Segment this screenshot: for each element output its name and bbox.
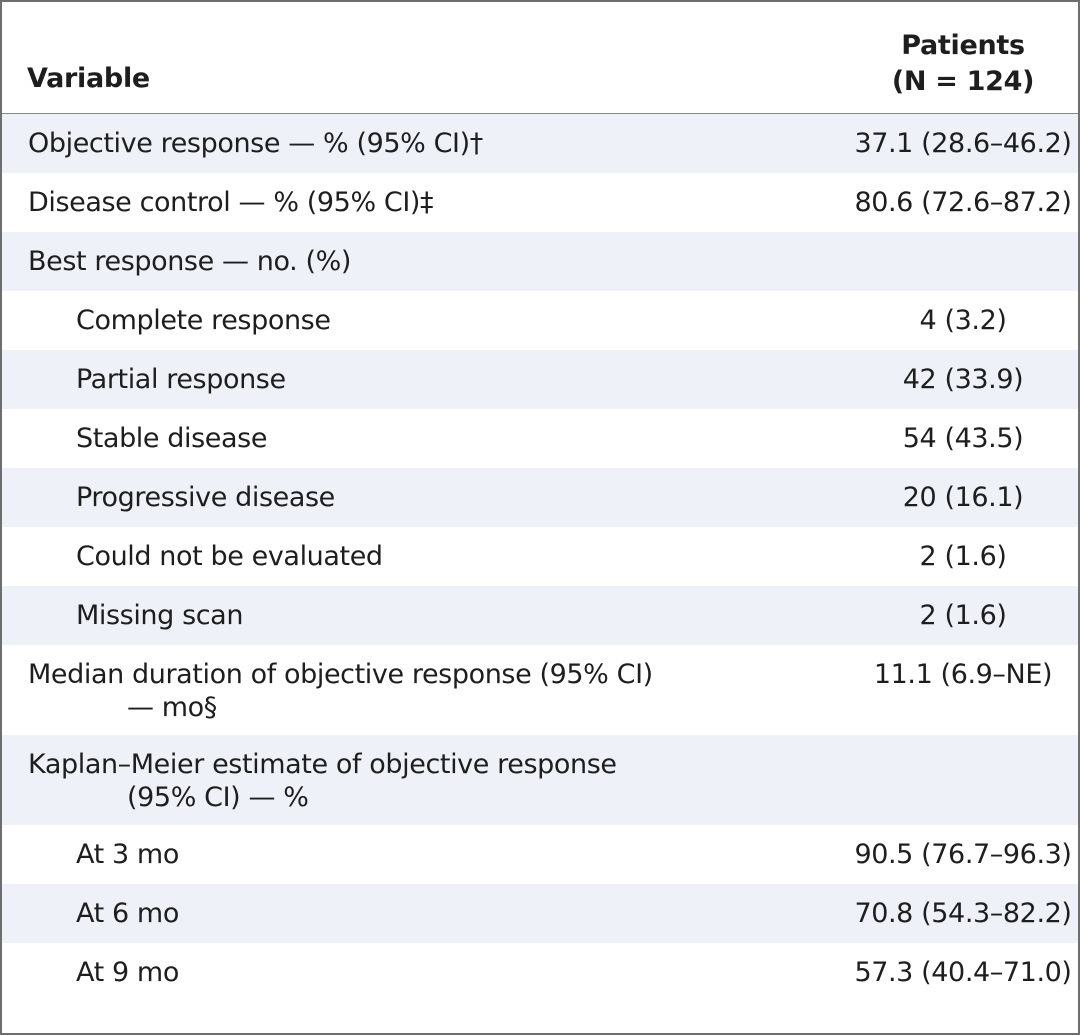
row-value: 37.1 (28.6–46.2) — [854, 128, 1072, 159]
table-header: Variable Patients (N = 124) — [2, 2, 1078, 114]
row-label: Kaplan–Meier estimate of objective respo… — [28, 748, 617, 814]
row-label: Objective response — % (95% CI)† — [28, 128, 483, 159]
row-label-line1: Kaplan–Meier estimate of objective respo… — [28, 749, 617, 780]
row-value: 42 (33.9) — [902, 364, 1024, 395]
row-value: 4 (3.2) — [919, 305, 1007, 336]
row-label: At 6 mo — [76, 898, 179, 929]
row-label: Progressive disease — [76, 482, 335, 513]
row-label: Stable disease — [76, 423, 268, 454]
table-row: Disease control — % (95% CI)‡ 80.6 (72.6… — [2, 173, 1078, 232]
table-row: Could not be evaluated 2 (1.6) — [2, 527, 1078, 586]
table-row: Complete response 4 (3.2) — [2, 291, 1078, 350]
table-row: Progressive disease 20 (16.1) — [2, 468, 1078, 527]
table-row: Partial response 42 (33.9) — [2, 350, 1078, 409]
patients-header-line2: (N = 124) — [891, 66, 1035, 97]
table-row: Kaplan–Meier estimate of objective respo… — [2, 735, 1078, 825]
row-label: At 3 mo — [76, 839, 179, 870]
row-value: 2 (1.6) — [919, 541, 1007, 572]
row-label-line1: Median duration of objective response (9… — [28, 659, 653, 690]
table-row: Objective response — % (95% CI)† 37.1 (2… — [2, 114, 1078, 173]
table-row: At 3 mo 90.5 (76.7–96.3) — [2, 825, 1078, 884]
variable-column-header: Variable — [27, 63, 150, 94]
row-value: 11.1 (6.9–NE) — [873, 659, 1053, 690]
row-label: At 9 mo — [76, 957, 179, 988]
row-value: 54 (43.5) — [902, 423, 1024, 454]
row-label: Complete response — [76, 305, 331, 336]
table-row: At 9 mo 57.3 (40.4–71.0) — [2, 943, 1078, 1002]
table-row: Median duration of objective response (9… — [2, 645, 1078, 735]
row-label: Median duration of objective response (9… — [28, 658, 653, 724]
row-value: 80.6 (72.6–87.2) — [854, 187, 1072, 218]
patients-column-header: Patients (N = 124) — [863, 28, 1063, 100]
row-label: Partial response — [76, 364, 286, 395]
row-label: Could not be evaluated — [76, 541, 383, 572]
row-value: 70.8 (54.3–82.2) — [854, 898, 1072, 929]
row-value: 90.5 (76.7–96.3) — [854, 839, 1072, 870]
table-row: Best response — no. (%) — [2, 232, 1078, 291]
table-row: Missing scan 2 (1.6) — [2, 586, 1078, 645]
table-row: At 6 mo 70.8 (54.3–82.2) — [2, 884, 1078, 943]
table-row: Stable disease 54 (43.5) — [2, 409, 1078, 468]
row-value: 57.3 (40.4–71.0) — [854, 957, 1072, 988]
row-value: 20 (16.1) — [902, 482, 1024, 513]
row-label-line2: (95% CI) — % — [127, 782, 309, 813]
row-label: Best response — no. (%) — [28, 246, 352, 277]
row-label: Missing scan — [76, 600, 244, 631]
row-label: Disease control — % (95% CI)‡ — [28, 187, 434, 218]
patients-header-line1: Patients — [901, 30, 1025, 61]
row-value: 2 (1.6) — [919, 600, 1007, 631]
row-label-line2: — mo§ — [127, 692, 217, 723]
